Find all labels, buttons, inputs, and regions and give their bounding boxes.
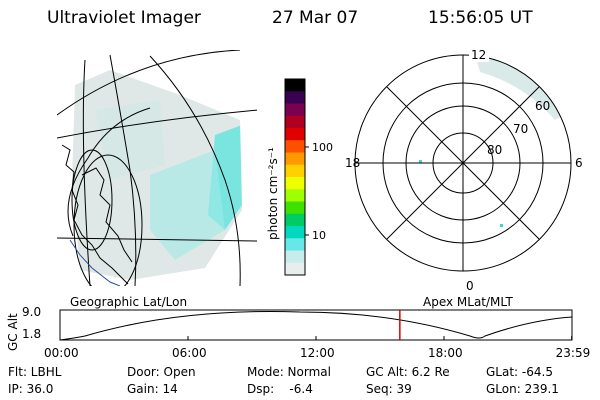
polar-emission-spot	[419, 160, 422, 163]
colorbar-cell	[285, 103, 305, 117]
mlat-label-80: 80	[487, 143, 502, 157]
colorbar-cell	[285, 262, 305, 276]
colorbar-tick-label-100: 100	[312, 141, 333, 154]
colorbar-cell	[285, 115, 305, 129]
timeline-x-tick-label: 18:00	[428, 346, 463, 360]
timeline-x-ticks	[59, 336, 573, 340]
colorbar-cell	[285, 91, 305, 104]
mlt-label-dusk: 18	[345, 156, 360, 170]
observation-time: 15:56:05 UT	[428, 8, 533, 28]
mlt-label-dawn: 6	[575, 156, 583, 170]
colorbar-cell	[285, 238, 305, 251]
glon-readout: GLon: 239.1	[486, 382, 559, 396]
filter-readout: Flt: LBHL	[8, 365, 62, 379]
mode-readout: Mode: Normal	[247, 365, 331, 379]
colorbar-cell	[285, 164, 305, 178]
timeline-x-tick-label: 06:00	[172, 346, 207, 360]
colorbar-unit-label: photon cm⁻²s⁻¹	[266, 147, 280, 240]
colorbar-cells	[285, 79, 305, 276]
colorbar: 100 10 photon cm⁻²s⁻¹	[266, 78, 333, 276]
timeline-axis-label: GC Alt	[6, 313, 20, 351]
colorbar-cell	[285, 140, 305, 153]
instrument-name: Ultraviolet Imager	[47, 8, 201, 28]
mlat-label-60: 60	[535, 99, 550, 113]
colorbar-cell	[285, 226, 305, 239]
polar-emission-spot-2	[500, 224, 503, 227]
dsp-readout: Dsp: -6.4	[247, 382, 313, 396]
mlat-label-70: 70	[513, 122, 528, 136]
polar-plot: 12 18 6 0 60 70 80	[345, 48, 583, 293]
colorbar-cell	[285, 213, 305, 227]
colorbar-cell	[285, 250, 305, 264]
mlt-label-midnight: 0	[466, 279, 474, 293]
timeline-y-tick-high: 9.0	[22, 305, 41, 319]
timeline-y-tick-low: 1.8	[22, 327, 41, 341]
seq-readout: Seq: 39	[366, 382, 412, 396]
polar-grid	[354, 54, 572, 272]
glat-readout: GLat: -64.5	[486, 365, 553, 379]
altitude-curve	[59, 311, 573, 341]
timeline-x-tick-label: 12:00	[300, 346, 335, 360]
gc-alt-readout: GC Alt: 6.2 Re	[366, 365, 450, 379]
colorbar-cell	[285, 177, 305, 190]
ip-readout: IP: 36.0	[8, 382, 54, 396]
colorbar-cell	[285, 152, 305, 166]
colorbar-tick-label-10: 10	[312, 229, 326, 242]
left-panel-caption: Geographic Lat/Lon	[70, 295, 188, 309]
altitude-timeline: GC Alt 9.0 1.8	[6, 305, 573, 351]
colorbar-frame	[284, 78, 306, 276]
auroral-oval-mid	[150, 150, 225, 260]
auroral-haze	[95, 100, 165, 180]
terminator-line	[69, 239, 121, 286]
polar-auroral-glow	[475, 55, 571, 120]
coastline	[61, 144, 133, 285]
colorbar-cell	[285, 128, 305, 141]
timeline-x-tick-label: 23:59	[555, 346, 591, 360]
timeline-frame	[59, 309, 573, 341]
mlt-label-bg	[469, 48, 489, 62]
door-readout: Door: Open	[127, 365, 196, 379]
colorbar-cell	[285, 79, 305, 92]
timeline-x-tick-label: 00:00	[44, 346, 79, 360]
right-panel-caption: Apex MLat/MLT	[423, 295, 513, 309]
colorbar-cell	[285, 201, 305, 215]
mlt-label-noon: 12	[471, 48, 486, 62]
lat-lon-grid	[57, 50, 257, 286]
colorbar-cell	[285, 189, 305, 202]
observation-date: 27 Mar 07	[272, 8, 359, 28]
gain-readout: Gain: 14	[127, 382, 178, 396]
